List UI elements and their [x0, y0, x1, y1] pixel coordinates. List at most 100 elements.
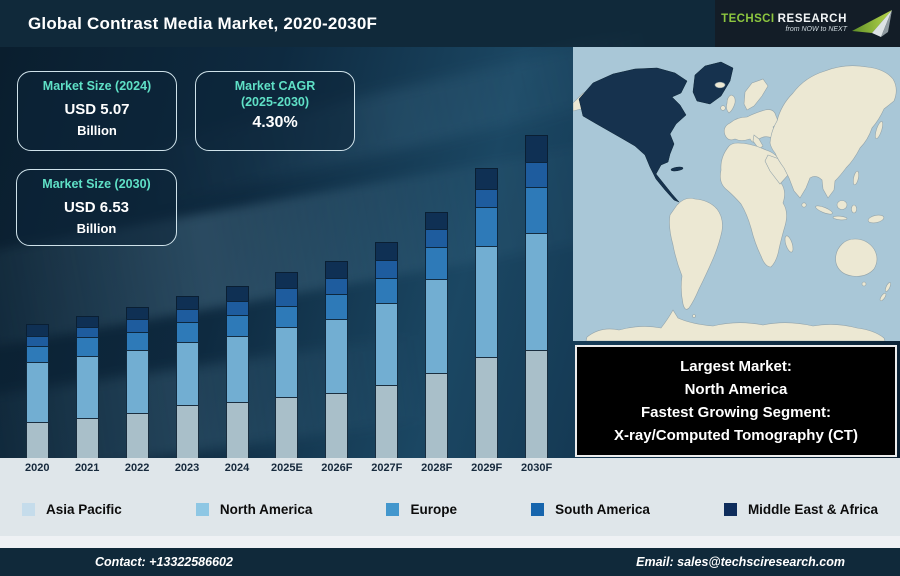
callout-line: X-ray/Computed Tomography (CT): [614, 427, 858, 445]
legend-swatch: [531, 503, 545, 516]
bar-segment-south-america: [525, 162, 549, 187]
stacked-bar: [475, 168, 499, 458]
stat-value: 4.30%: [252, 114, 298, 132]
axis-labels-row: 2020 2021 2022 2023 2024 2025E 2026F 2027F 2028F…: [15, 462, 559, 474]
stat-label-line2: (2025-2030): [240, 94, 310, 109]
bar-column-2022: [115, 307, 160, 458]
map-container: [573, 47, 900, 341]
header-bar: Global Contrast Media Market, 2020-2030F…: [0, 0, 900, 47]
legend-item-asia-pacific: Asia Pacific: [22, 502, 122, 517]
bar-column-2025e: [265, 272, 310, 458]
bottom-strip: 2020 2021 2022 2023 2024 2025E 2026F 2027F 2028F…: [0, 458, 900, 548]
greenland-region: [692, 61, 734, 105]
stat-value: USD 5.07: [64, 100, 130, 118]
bar-column-2023: [165, 296, 210, 458]
map-land: [885, 282, 891, 292]
cuba-region: [670, 166, 684, 172]
bar-segment-middle-east-africa: [225, 286, 249, 301]
map-land: [836, 200, 848, 210]
bar-column-2020: [15, 324, 60, 458]
footer-email: Email: sales@techsciresearch.com: [636, 555, 845, 569]
axis-label-2020: 2020: [25, 462, 50, 474]
right-panel: Largest Market: North America Fastest Grow…: [573, 47, 900, 458]
stacked-bar: [225, 286, 249, 458]
map-land: [720, 105, 726, 111]
bar-segment-north-america: [25, 362, 49, 422]
bar-segment-asia-pacific: [225, 402, 249, 458]
bar-segment-south-america: [475, 189, 499, 207]
axis-label-2027f: 2027F: [371, 462, 403, 474]
map-land: [815, 205, 833, 215]
stat-box-market-cagr: Market CAGR (2025-2030) 4.30%: [195, 71, 355, 151]
bar-column-2021: [65, 316, 110, 458]
world-map: [573, 47, 900, 341]
bar-segment-middle-east-africa: [25, 324, 49, 336]
legend-swatch: [22, 503, 35, 516]
stat-unit: Billion: [77, 122, 117, 138]
bar-segment-north-america: [175, 342, 199, 405]
bar-segment-south-america: [125, 319, 149, 332]
legend-label: Asia Pacific: [46, 502, 122, 517]
map-land: [861, 281, 867, 287]
map-land: [801, 202, 807, 208]
bar-segment-north-america: [375, 303, 399, 385]
bar-segment-europe: [125, 332, 149, 350]
techsci-logo: TechSci Research from NOW to NEXT: [715, 0, 900, 47]
bar-segment-europe: [525, 187, 549, 233]
legend-item-middle-east-africa: Middle East & Africa: [723, 502, 878, 517]
callout-line: North America: [684, 380, 788, 398]
stacked-bar: [125, 307, 149, 458]
legend-label: North America: [219, 502, 313, 517]
logo-brand: TechSci Research: [721, 13, 847, 25]
bar-segment-south-america: [25, 336, 49, 346]
logo-brand-techsci: TechSci: [721, 13, 775, 26]
bar-segment-north-america: [75, 356, 99, 418]
callout-line: Largest Market:: [680, 357, 792, 375]
logo-brand-research: Research: [777, 13, 847, 26]
map-land: [879, 292, 887, 302]
north-america-region: [578, 67, 688, 203]
axis-label-2029f: 2029F: [471, 462, 503, 474]
stacked-bar: [525, 135, 549, 458]
stat-label: Market Size (2030): [42, 177, 151, 191]
legend-item-north-america: North America: [195, 502, 313, 517]
map-land: [669, 197, 723, 310]
map-land: [874, 121, 884, 139]
bar-column-2030f: [514, 135, 559, 458]
stat-value: USD 6.53: [63, 198, 130, 216]
bar-segment-north-america: [325, 319, 349, 393]
bar-segment-asia-pacific: [275, 397, 299, 458]
bar-segment-north-america: [425, 279, 449, 373]
bar-segment-asia-pacific: [175, 405, 199, 458]
bar-segment-north-america: [125, 350, 149, 413]
stat-label: Market CAGR (2025-2030): [196, 79, 354, 110]
bar-column-2024: [215, 286, 260, 458]
footer-contact: Contact: +13322586602: [95, 555, 233, 569]
bars-row: [15, 47, 559, 458]
bar-segment-middle-east-africa: [75, 316, 99, 327]
axis-label-2026f: 2026F: [321, 462, 353, 474]
stacked-bar: [425, 212, 449, 458]
bar-segment-asia-pacific: [375, 385, 399, 458]
legend-swatch: [723, 503, 737, 516]
callout-box: Largest Market: North America Fastest Grow…: [575, 345, 897, 457]
stat-label-line1: Market CAGR: [234, 79, 316, 93]
bar-column-2027f: [365, 242, 410, 458]
axis-label-2021: 2021: [74, 462, 100, 474]
bar-segment-europe: [325, 294, 349, 319]
map-land: [719, 142, 787, 268]
bar-segment-asia-pacific: [125, 413, 149, 458]
bar-segment-middle-east-africa: [375, 242, 399, 260]
map-land: [832, 215, 848, 221]
map-land: [743, 78, 769, 111]
bar-segment-north-america: [225, 336, 249, 402]
legend-item-south-america: South America: [531, 502, 650, 517]
map-land: [784, 235, 794, 253]
bar-segment-europe: [25, 346, 49, 362]
bar-segment-south-america: [375, 260, 399, 278]
map-land: [867, 214, 885, 224]
map-land: [585, 309, 886, 341]
bar-column-2028f: [415, 212, 460, 458]
stacked-bar: [275, 272, 299, 458]
